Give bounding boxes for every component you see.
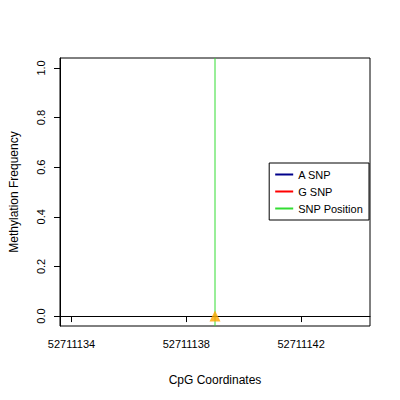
svg-text:0.0: 0.0 <box>35 308 47 323</box>
svg-text:52711142: 52711142 <box>277 338 324 350</box>
svg-text:G SNP: G SNP <box>298 186 332 198</box>
svg-text:0.4: 0.4 <box>35 209 47 224</box>
svg-text:0.8: 0.8 <box>35 110 47 125</box>
svg-text:52711134: 52711134 <box>48 338 95 350</box>
svg-text:CpG Coordinates: CpG Coordinates <box>169 373 262 387</box>
svg-text:SNP Position: SNP Position <box>298 203 363 215</box>
svg-text:0.2: 0.2 <box>35 259 47 274</box>
svg-text:A SNP: A SNP <box>298 169 330 181</box>
svg-text:52711138: 52711138 <box>163 338 210 350</box>
svg-text:Methylation Frequency: Methylation Frequency <box>7 131 21 252</box>
svg-text:1.0: 1.0 <box>35 60 47 75</box>
svg-text:0.6: 0.6 <box>35 160 47 175</box>
